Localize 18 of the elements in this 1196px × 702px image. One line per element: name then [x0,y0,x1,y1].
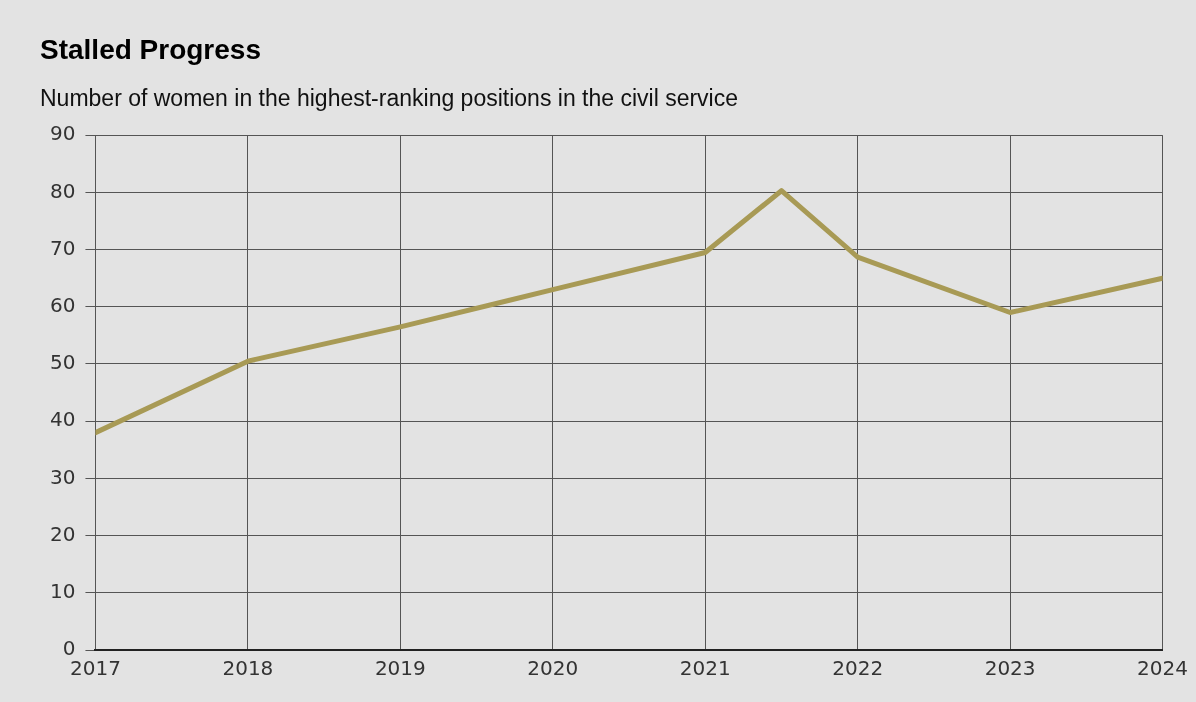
x-tick-label: 2020 [527,656,579,681]
x-tick-label: 2023 [984,656,1036,681]
x-tick-label: 2022 [832,656,884,681]
y-tick-label: 80 [50,178,76,203]
y-tick-label: 40 [50,407,76,432]
x-tick-label: 2018 [222,656,274,681]
y-tick-label: 10 [50,579,76,603]
chart-title: Stalled Progress [40,33,261,65]
y-tick-label: 50 [50,350,76,375]
y-tick-label: 20 [50,521,76,546]
chart-subtitle: Number of women in the highest-ranking positions in the civil service [40,84,738,111]
y-tick-label: 60 [50,293,76,317]
y-tick-label: 90 [50,121,76,146]
x-tick-label: 2021 [679,656,731,681]
x-tick-label: 2019 [374,656,426,681]
y-tick-label: 70 [50,235,76,260]
y-tick-label: 30 [50,464,76,489]
x-tick-label: 2024 [1137,656,1188,681]
